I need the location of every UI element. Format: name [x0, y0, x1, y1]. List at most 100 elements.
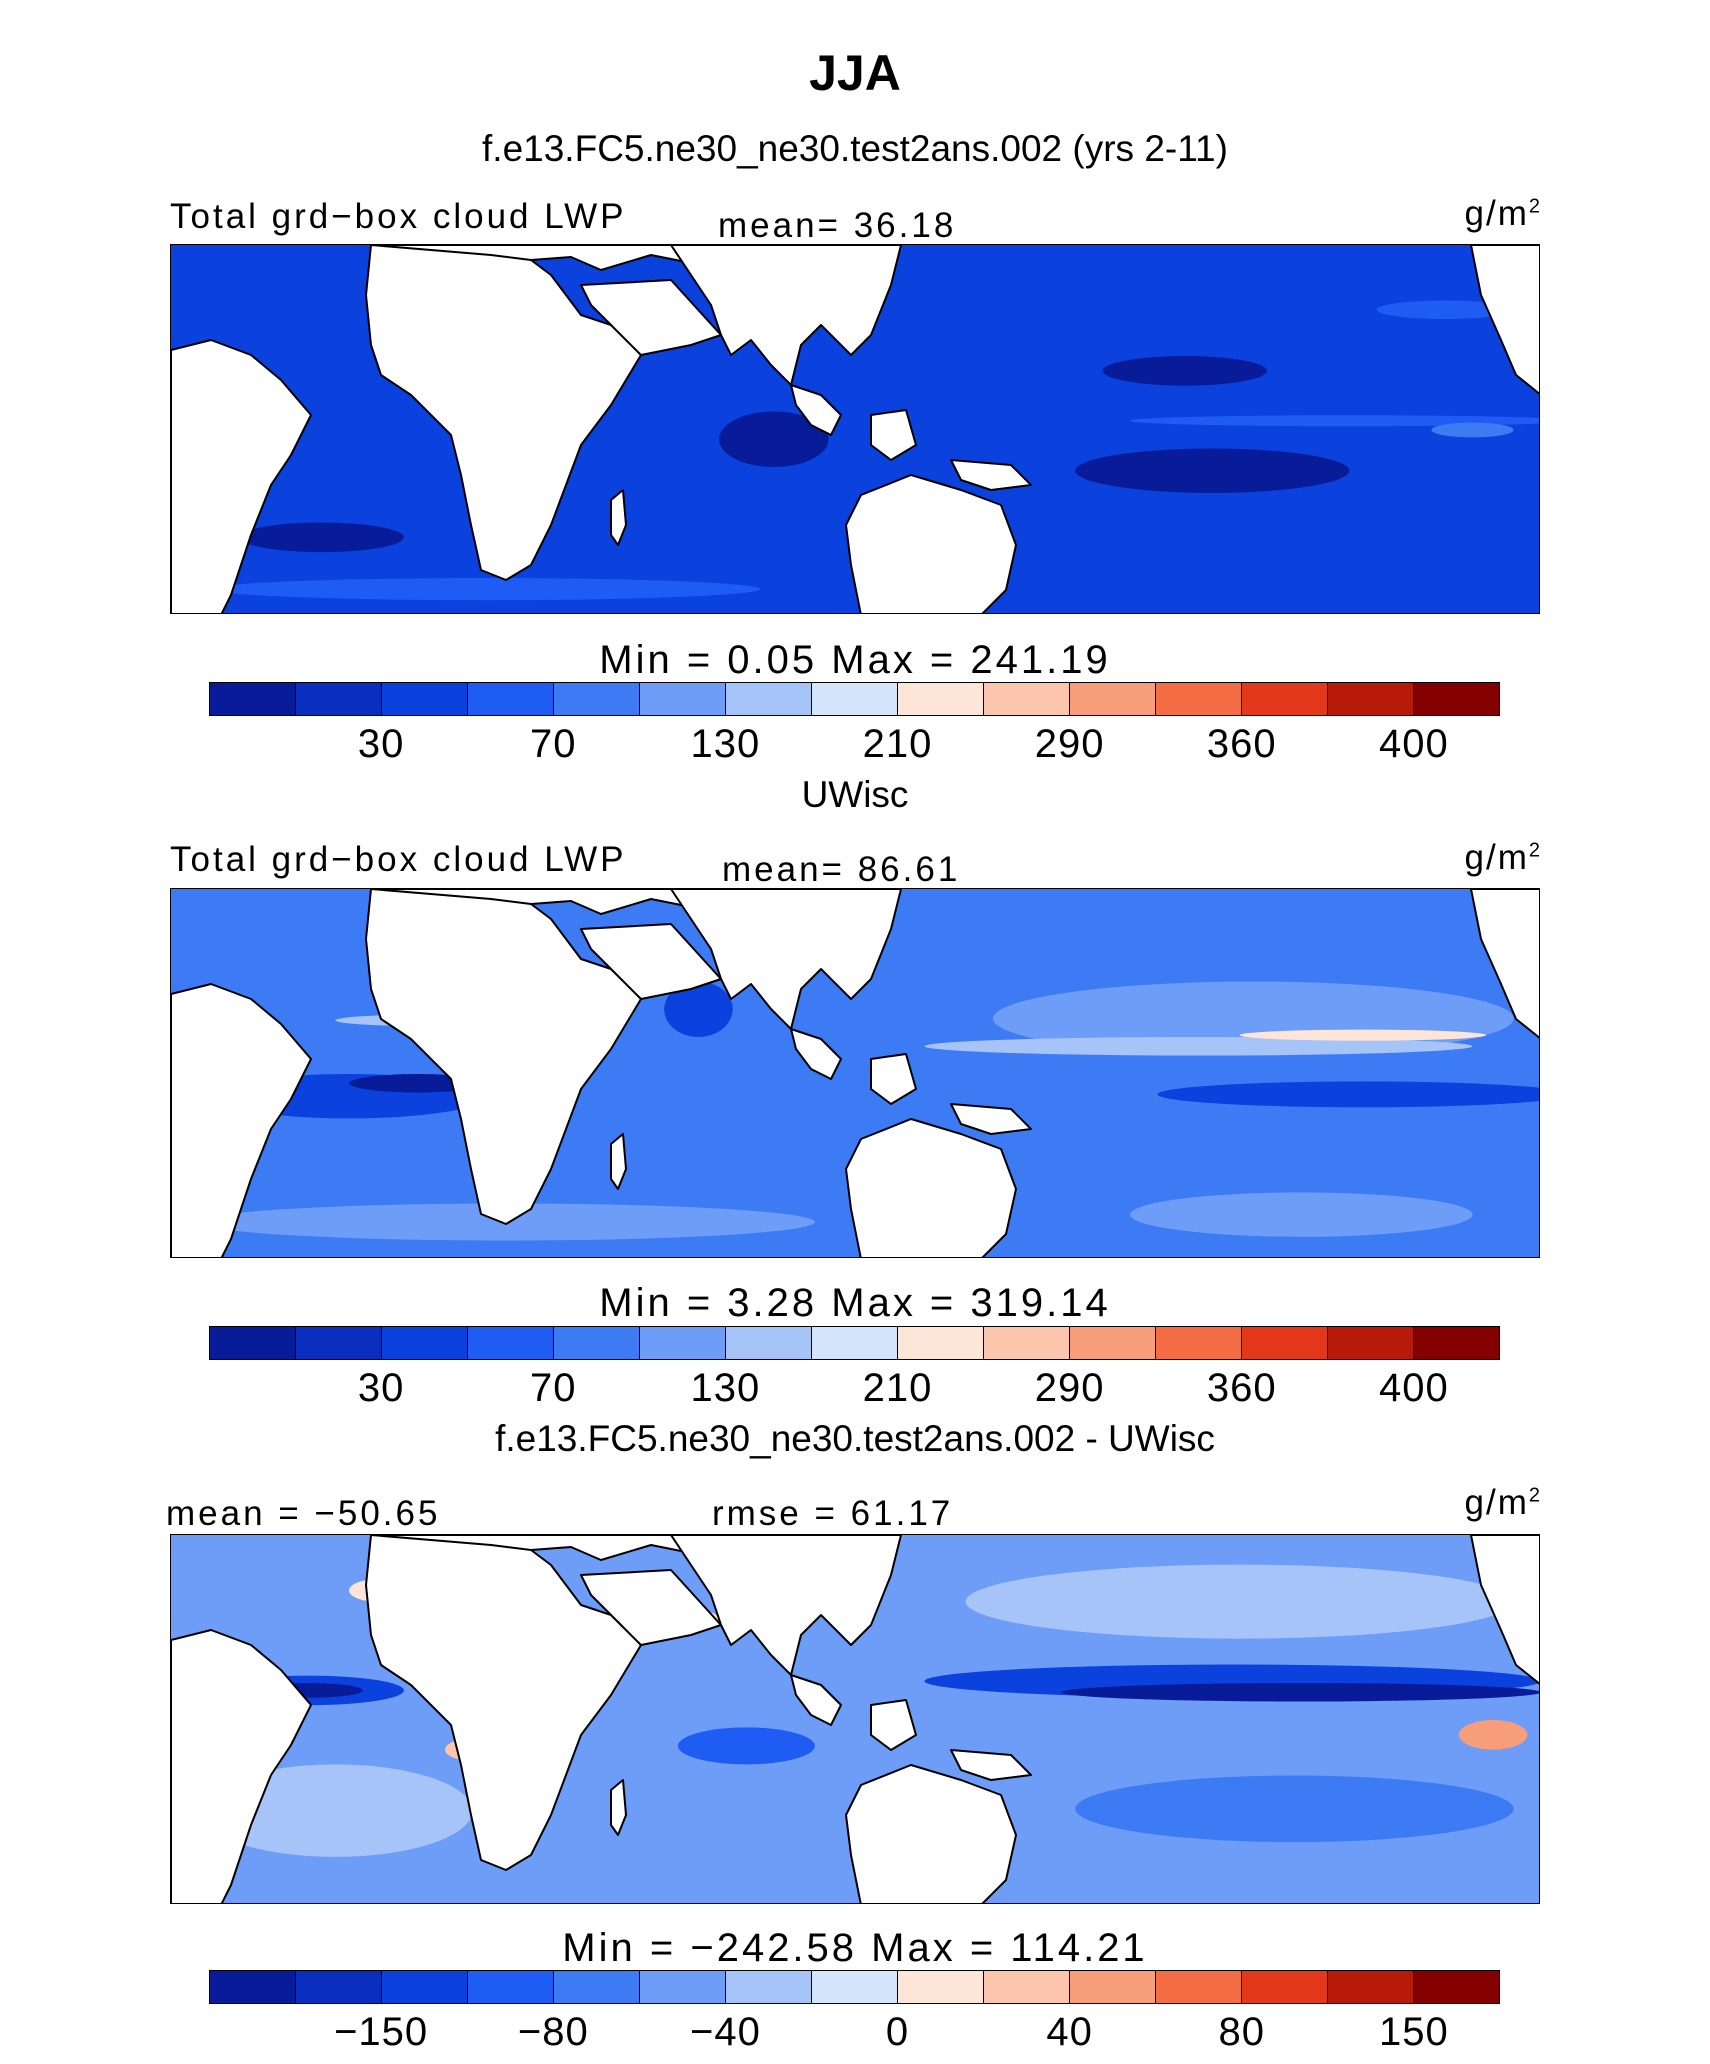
land-borneo	[870, 409, 917, 461]
colorbar-swatch	[984, 1327, 1070, 1359]
colorbar-swatch	[1328, 1971, 1414, 2003]
land-camerica	[1470, 245, 1539, 395]
colorbar-tick-label: 400	[1379, 1366, 1449, 1410]
colorbar-swatch	[1242, 1971, 1328, 2003]
colorbar-swatch	[984, 1971, 1070, 2003]
colorbar-swatch	[640, 1327, 726, 1359]
colorbar-tick-label: 70	[530, 1366, 577, 1410]
figure-title: JJA	[809, 45, 901, 101]
land-samerica	[171, 983, 312, 1257]
colorbar-swatch	[1156, 1327, 1242, 1359]
field-contour	[1431, 422, 1514, 438]
land-newguinea	[950, 1749, 1032, 1781]
colorbar-tick-label: 70	[530, 722, 577, 766]
colorbar-swatch	[468, 1971, 554, 2003]
panel-3-mean-label: mean = −50.65	[166, 1494, 441, 1533]
land-middleEast	[580, 923, 722, 1000]
field-contour	[1157, 1081, 1539, 1108]
land-samerica	[171, 1629, 312, 1903]
colorbar-swatch	[1414, 1327, 1499, 1359]
land-madagascar	[610, 1133, 627, 1190]
panel-1-title: f.e13.FC5.ne30_ne30.test2ans.002 (yrs 2-…	[482, 128, 1228, 169]
panel-1-map	[170, 244, 1540, 614]
panel-1-colorbar	[209, 682, 1500, 716]
colorbar-swatch	[1242, 683, 1328, 715]
colorbar-swatch	[210, 1327, 296, 1359]
land-borneo	[870, 1699, 917, 1751]
land-seasia	[790, 1674, 842, 1726]
colorbar-tick-label: 400	[1379, 722, 1449, 766]
land-seasia	[790, 384, 842, 436]
panel-3-rmse-label: rmse = 61.17	[712, 1494, 954, 1533]
colorbar-swatch	[296, 683, 382, 715]
land-africa	[365, 889, 642, 1225]
colorbar-swatch	[984, 683, 1070, 715]
land-middleEast	[580, 1569, 722, 1646]
colorbar-swatch	[640, 1971, 726, 2003]
colorbar-tick-label: −40	[689, 2010, 761, 2054]
field-contour	[1102, 356, 1267, 386]
colorbar-tick-label: 80	[1218, 2010, 1266, 2054]
field-contour	[1458, 1720, 1528, 1750]
field-contour	[965, 1564, 1514, 1639]
colorbar-tick-label: 30	[357, 722, 405, 766]
colorbar-tick-label: 210	[862, 722, 933, 766]
colorbar-swatch	[210, 1971, 296, 2003]
land-australia	[845, 1118, 1017, 1257]
field-contour	[1075, 1775, 1514, 1843]
colorbar-swatch	[554, 1971, 640, 2003]
field-contour	[1239, 1029, 1487, 1041]
panel-2-map	[170, 888, 1540, 1258]
panel-1-units: g/m2	[1464, 194, 1540, 233]
land-australia	[845, 474, 1017, 613]
land-newguinea	[950, 459, 1032, 491]
colorbar-swatch	[210, 683, 296, 715]
land-australia	[845, 1764, 1017, 1903]
colorbar-tick-label: 290	[1034, 722, 1105, 766]
panel-3-min-max: Min = −242.58 Max = 114.21	[562, 1926, 1148, 1970]
colorbar-tick-label: 130	[690, 722, 761, 766]
land-africa	[365, 245, 642, 581]
colorbar-swatch	[554, 1327, 640, 1359]
colorbar-swatch	[1414, 1971, 1499, 2003]
panel-2-min-max: Min = 3.28 Max = 319.14	[599, 1281, 1111, 1325]
colorbar-swatch	[1156, 1971, 1242, 2003]
colorbar-tick-label: 210	[862, 1366, 933, 1410]
land-newguinea	[950, 1103, 1032, 1135]
panel-2-units: g/m2	[1464, 838, 1540, 877]
colorbar-tick-label: −150	[334, 2010, 429, 2054]
colorbar-swatch	[1070, 1971, 1156, 2003]
colorbar-swatch	[898, 1971, 984, 2003]
colorbar-swatch	[726, 683, 812, 715]
colorbar-swatch	[898, 683, 984, 715]
colorbar-swatch	[1156, 683, 1242, 715]
panel-1-variable-label: Total grd−box cloud LWP	[170, 197, 627, 236]
colorbar-tick-label: −80	[517, 2010, 589, 2054]
land-africa	[365, 1535, 642, 1871]
field-contour	[1130, 415, 1539, 427]
field-contour	[212, 578, 761, 601]
panel-1-mean-label: mean= 36.18	[718, 206, 957, 245]
field-contour	[719, 411, 829, 467]
land-middleEast	[580, 279, 722, 356]
panel-3-map	[170, 1534, 1540, 1904]
panel-3-units: g/m2	[1464, 1483, 1540, 1522]
colorbar-swatch	[812, 1971, 898, 2003]
colorbar-swatch	[382, 1971, 468, 2003]
land-borneo	[870, 1053, 917, 1105]
colorbar-swatch	[382, 683, 468, 715]
colorbar-swatch	[468, 1327, 554, 1359]
colorbar-tick-label: 360	[1206, 1366, 1277, 1410]
land-camerica	[1470, 1535, 1539, 1685]
colorbar-swatch	[1242, 1327, 1328, 1359]
colorbar-tick-label: 360	[1206, 722, 1277, 766]
colorbar-swatch	[296, 1327, 382, 1359]
colorbar-swatch	[382, 1327, 468, 1359]
colorbar-swatch	[726, 1327, 812, 1359]
colorbar-swatch	[1328, 1327, 1414, 1359]
colorbar-swatch	[1070, 1327, 1156, 1359]
colorbar-swatch	[812, 683, 898, 715]
colorbar-tick-label: 30	[357, 1366, 405, 1410]
panel-1-min-max: Min = 0.05 Max = 241.19	[599, 638, 1111, 682]
field-contour	[1061, 1683, 1539, 1702]
